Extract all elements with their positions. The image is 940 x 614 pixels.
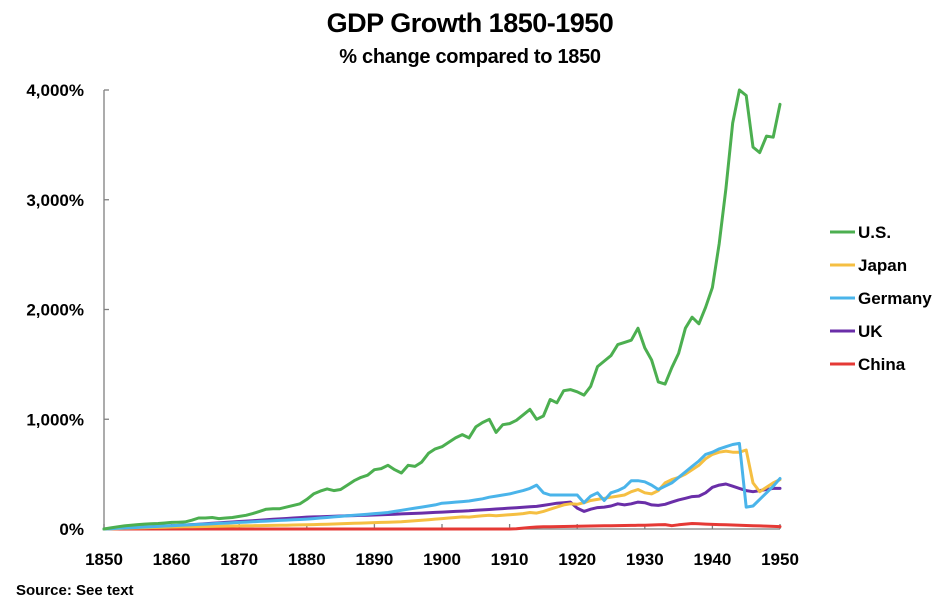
x-tick-label: 1930 — [626, 550, 664, 569]
series-lines — [102, 88, 782, 531]
legend: U.S. Japan Germany UK China — [830, 223, 932, 374]
x-tick-label: 1870 — [220, 550, 258, 569]
series-line-germany — [102, 441, 782, 531]
x-tick-label: 1860 — [153, 550, 191, 569]
legend-label-germany: Germany — [858, 289, 932, 308]
x-tick-label: 1850 — [85, 550, 123, 569]
chart-title: GDP Growth 1850-1950 — [326, 8, 614, 38]
series-line-china — [102, 522, 782, 531]
y-tick-label: 3,000% — [26, 191, 84, 210]
y-tick-label: 4,000% — [26, 81, 84, 100]
x-tick-label: 1880 — [288, 550, 326, 569]
y-tick-label: 2,000% — [26, 301, 84, 320]
x-tick-label: 1900 — [423, 550, 461, 569]
legend-label-uk: UK — [858, 322, 883, 341]
x-tick-label: 1940 — [693, 550, 731, 569]
source-note: Source: See text — [16, 582, 134, 599]
x-tick-label: 1950 — [761, 550, 799, 569]
series-line-uk — [102, 482, 782, 531]
axes: 0% 1,000% 2,000% 3,000% 4,000% 1850 1860 1870 18… — [26, 81, 799, 569]
series-line-us — [102, 88, 782, 531]
x-tick-label: 1920 — [558, 550, 596, 569]
x-tick-label: 1910 — [491, 550, 529, 569]
x-tick-label: 1890 — [355, 550, 393, 569]
legend-label-china: China — [858, 355, 906, 374]
legend-label-japan: Japan — [858, 256, 907, 275]
chart-subtitle: % change compared to 1850 — [339, 46, 601, 68]
legend-label-us: U.S. — [858, 223, 891, 242]
series-line-japan — [102, 448, 782, 531]
y-tick-label: 0% — [59, 520, 84, 539]
y-tick-label: 1,000% — [26, 410, 84, 429]
